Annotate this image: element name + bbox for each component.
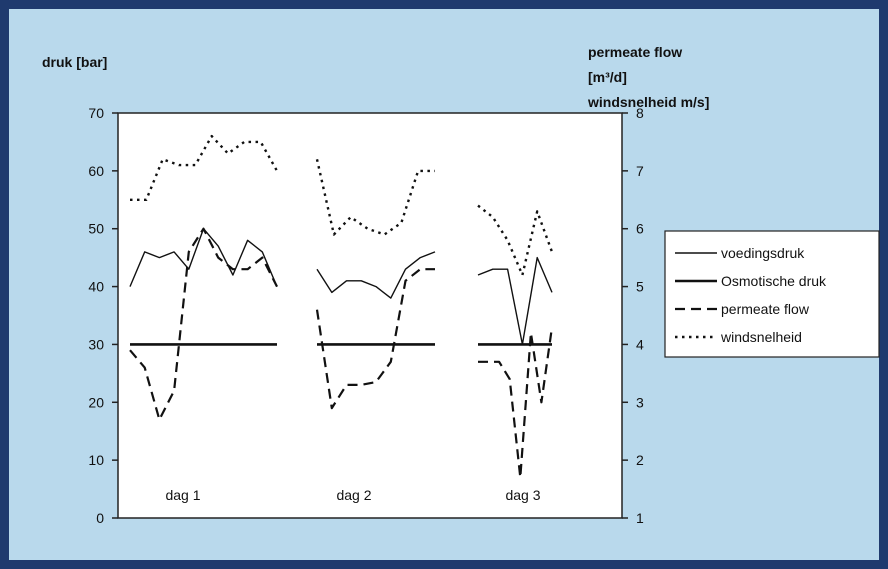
- right-axis-title-line3: windsnelheid m/s]: [588, 94, 710, 110]
- legend-box: [664, 230, 880, 358]
- right-tick-label: 5: [636, 279, 644, 295]
- plot-area: [117, 112, 623, 519]
- right-tick-label: 1: [636, 510, 644, 526]
- left-tick-label: 70: [88, 105, 104, 121]
- right-tick-label: 2: [636, 452, 644, 468]
- left-tick-label: 30: [88, 336, 104, 352]
- series-permeate-flow-line: [478, 326, 554, 479]
- series-permeate-flow-line: [315, 268, 435, 410]
- right-tick-label: 8: [636, 105, 644, 121]
- group-label: dag 3: [505, 487, 540, 503]
- legend-label: permeate flow: [721, 301, 810, 317]
- legend-label: Osmotische druk: [721, 273, 827, 289]
- right-tick-label: 3: [636, 394, 644, 410]
- right-tick-label: 6: [636, 221, 644, 237]
- legend-label: voedingsdruk: [721, 245, 805, 261]
- group-label: dag 2: [336, 487, 371, 503]
- left-tick-label: 60: [88, 163, 104, 179]
- right-tick-label: 4: [636, 336, 644, 352]
- series-voedingsdruk-line: [477, 256, 553, 346]
- left-tick-label: 0: [96, 510, 104, 526]
- legend-label: windsnelheid: [720, 329, 802, 345]
- series-voedingsdruk-line: [316, 251, 436, 299]
- right-axis-title-line2: [m³/d]: [588, 69, 627, 85]
- right-tick-label: 7: [636, 163, 644, 179]
- series-windsnelheid-line: [477, 204, 554, 277]
- left-axis-title: druk [bar]: [42, 54, 108, 70]
- group-label: dag 1: [165, 487, 200, 503]
- right-axis-title-line1: permeate flow: [588, 44, 683, 60]
- left-tick-label: 20: [88, 394, 104, 410]
- left-tick-label: 10: [88, 452, 104, 468]
- series-permeate-flow-line: [129, 227, 278, 421]
- left-tick-label: 50: [88, 221, 104, 237]
- left-tick-label: 40: [88, 279, 104, 295]
